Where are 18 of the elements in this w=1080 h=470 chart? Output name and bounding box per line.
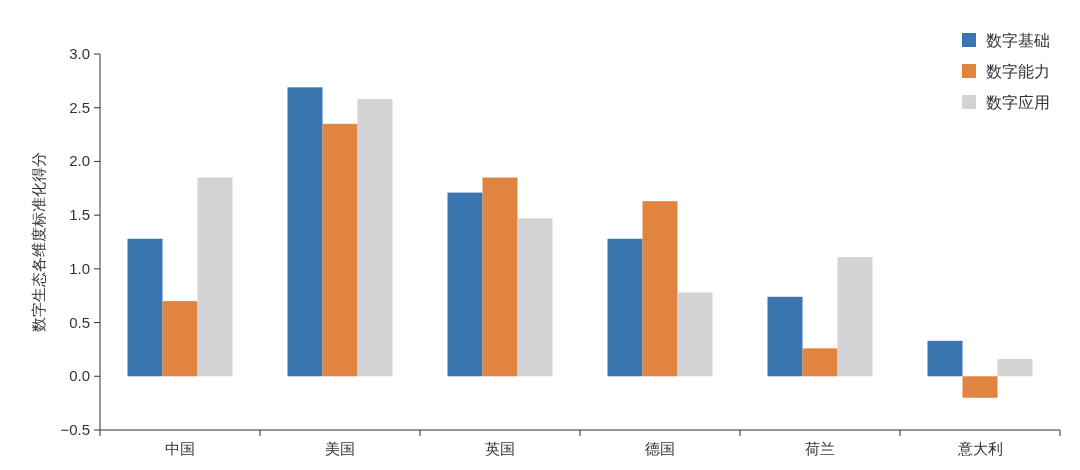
xtick: 意大利 xyxy=(957,440,1003,457)
xtick: 德国 xyxy=(645,440,675,457)
xtick: 中国 xyxy=(165,440,195,457)
ytick: 3.0 xyxy=(69,45,90,62)
xtick: 美国 xyxy=(325,440,355,457)
ytick: 0.0 xyxy=(69,367,90,385)
ytick: 2.0 xyxy=(69,152,90,170)
ytick: 0.5 xyxy=(69,313,90,331)
xtick: 荷兰 xyxy=(805,440,835,457)
xtick: 英国 xyxy=(485,440,515,457)
ytick: 2.5 xyxy=(69,98,90,116)
ylabel: 数字生态各维度标准化得分 xyxy=(30,152,47,332)
legend: 数字能力 xyxy=(986,63,1050,80)
ytick: 1.0 xyxy=(69,259,90,277)
ytick: −0.5 xyxy=(60,421,90,438)
ytick: 1.5 xyxy=(69,206,90,224)
legend: 数字应用 xyxy=(986,94,1050,111)
legend: 数字基础 xyxy=(986,32,1050,49)
